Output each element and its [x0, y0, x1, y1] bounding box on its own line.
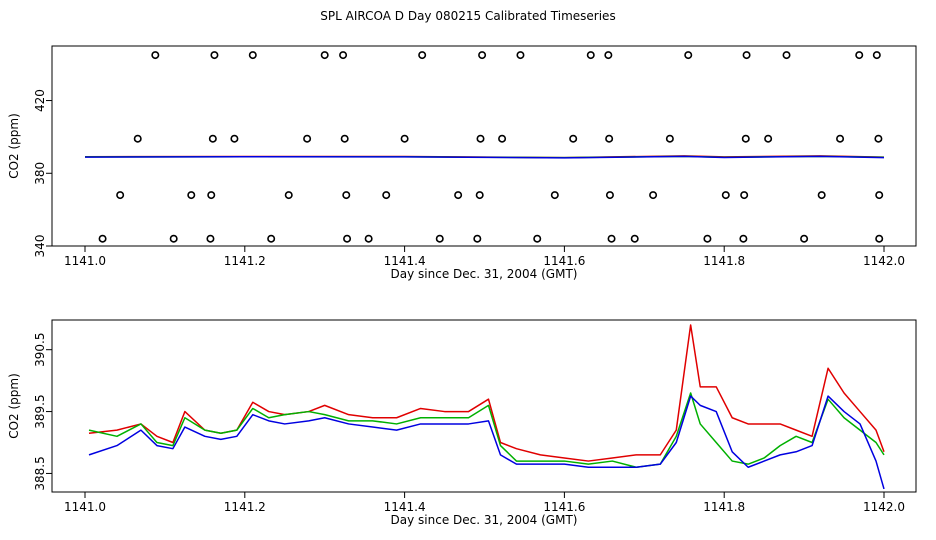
data-point	[516, 51, 525, 60]
data-point	[454, 191, 463, 200]
data-point	[364, 234, 373, 243]
data-point	[320, 51, 329, 60]
y-tick-label: 390.5	[33, 333, 47, 367]
data-point	[630, 234, 639, 243]
series-line-red	[88, 324, 885, 462]
data-point	[817, 191, 826, 200]
data-point	[418, 51, 427, 60]
y-tick-label: 420	[33, 89, 47, 112]
y-tick-label: 380	[33, 162, 47, 185]
data-point	[478, 51, 487, 60]
plot-frame-1	[51, 319, 917, 493]
data-point	[605, 191, 614, 200]
y-axis-label: CO2 (ppm)	[7, 113, 21, 179]
data-point	[872, 51, 881, 60]
data-point	[284, 191, 293, 200]
data-point	[475, 191, 484, 200]
data-point	[739, 234, 748, 243]
data-point	[550, 191, 559, 200]
y-tick-label: 389.5	[33, 394, 47, 428]
data-point	[230, 134, 239, 143]
x-axis-label: Day since Dec. 31, 2004 (GMT)	[391, 267, 578, 281]
x-tick-label: 1141.8	[703, 254, 745, 268]
data-point	[98, 234, 107, 243]
data-point	[340, 134, 349, 143]
data-point	[339, 51, 348, 60]
data-point	[605, 134, 614, 143]
data-point	[604, 51, 613, 60]
x-tick-label: 1141.4	[384, 500, 426, 514]
data-point	[836, 134, 845, 143]
data-point	[586, 51, 595, 60]
data-point	[607, 234, 616, 243]
data-point	[342, 191, 351, 200]
data-point	[782, 51, 791, 60]
data-point	[248, 51, 257, 60]
data-point	[742, 51, 751, 60]
data-point	[435, 234, 444, 243]
data-point	[169, 234, 178, 243]
page-title: SPL AIRCOA D Day 080215 Calibrated Times…	[320, 9, 616, 23]
data-point	[267, 234, 276, 243]
data-point	[133, 134, 142, 143]
x-tick-label: 1141.2	[224, 500, 266, 514]
series-line-green	[88, 392, 885, 469]
data-point	[875, 234, 884, 243]
data-point	[684, 51, 693, 60]
x-tick-label: 1141.6	[543, 254, 585, 268]
data-point	[874, 134, 883, 143]
data-point	[703, 234, 712, 243]
x-tick-label: 1141.0	[64, 254, 106, 268]
data-point	[741, 134, 750, 143]
data-point	[343, 234, 352, 243]
data-point	[207, 191, 216, 200]
data-point	[303, 134, 312, 143]
data-point	[764, 134, 773, 143]
data-point	[569, 134, 578, 143]
x-tick-label: 1141.0	[64, 500, 106, 514]
x-tick-label: 1141.6	[543, 500, 585, 514]
data-point	[116, 191, 125, 200]
data-point	[800, 234, 809, 243]
x-tick-label: 1141.2	[224, 254, 266, 268]
data-point	[498, 134, 507, 143]
data-point	[855, 51, 864, 60]
data-point	[473, 234, 482, 243]
data-point	[210, 51, 219, 60]
data-point	[875, 191, 884, 200]
data-point	[476, 134, 485, 143]
series-line-blue	[84, 155, 885, 159]
data-point	[649, 191, 658, 200]
x-tick-label: 1141.4	[384, 254, 426, 268]
data-point	[740, 191, 749, 200]
data-point	[187, 191, 196, 200]
y-axis-label: CO2 (ppm)	[7, 373, 21, 439]
data-point	[721, 191, 730, 200]
data-point	[400, 134, 409, 143]
y-tick-label: 340	[33, 235, 47, 258]
series-line-blue	[88, 395, 885, 490]
x-tick-label: 1141.8	[703, 500, 745, 514]
x-axis-label: Day since Dec. 31, 2004 (GMT)	[391, 513, 578, 527]
plot-frame-0	[51, 45, 917, 247]
data-point	[151, 51, 160, 60]
data-point	[665, 134, 674, 143]
data-point	[208, 134, 217, 143]
data-point	[533, 234, 542, 243]
y-tick-label: 388.5	[33, 456, 47, 490]
data-point	[382, 191, 391, 200]
data-point	[206, 234, 215, 243]
x-tick-label: 1142.0	[863, 254, 905, 268]
x-tick-label: 1142.0	[863, 500, 905, 514]
